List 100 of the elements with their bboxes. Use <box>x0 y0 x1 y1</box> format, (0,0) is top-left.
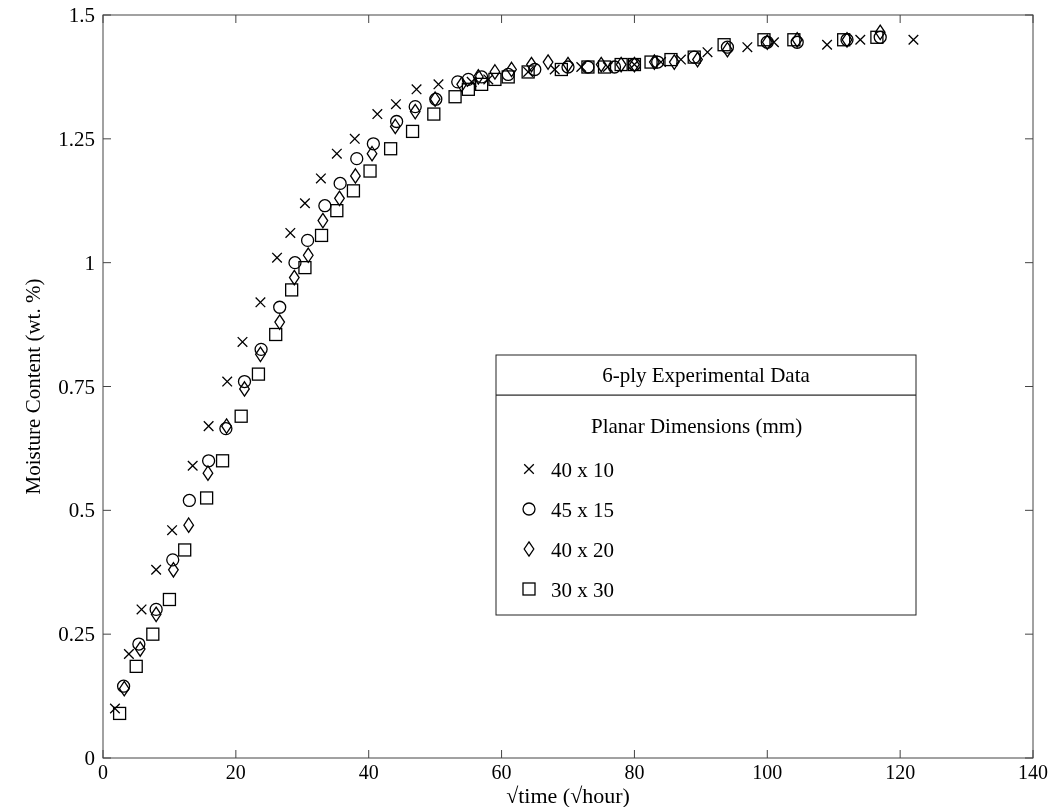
point <box>702 46 713 58</box>
point <box>271 252 283 264</box>
point <box>269 327 283 342</box>
point <box>162 592 177 607</box>
legend-label: 40 x 20 <box>551 538 614 562</box>
y-tick-label: 1.5 <box>68 3 95 27</box>
point <box>315 173 327 184</box>
x-tick-label: 20 <box>225 761 246 783</box>
point <box>472 69 484 85</box>
point <box>383 142 398 156</box>
annotation: Planar Dimensions (mm) <box>591 414 803 438</box>
point <box>302 247 314 264</box>
point <box>116 679 131 693</box>
y-tick-label: 1.25 <box>58 126 95 151</box>
point <box>349 133 361 145</box>
point <box>234 409 248 423</box>
point <box>854 34 866 46</box>
point <box>150 564 162 576</box>
point <box>768 36 780 48</box>
point <box>461 82 476 96</box>
x-tick-label: 40 <box>358 761 379 783</box>
point <box>237 336 248 348</box>
x-tick-label: 80 <box>624 761 645 783</box>
y-tick-label: 0.75 <box>58 374 95 399</box>
point <box>317 212 329 229</box>
point <box>274 314 286 330</box>
point <box>602 61 614 73</box>
point <box>129 659 143 674</box>
point <box>284 227 296 239</box>
point <box>655 56 667 68</box>
point <box>166 553 180 567</box>
y-tick-label: 0.25 <box>58 622 95 647</box>
point <box>821 39 833 51</box>
point <box>562 56 574 73</box>
point <box>405 124 420 139</box>
point <box>331 148 343 160</box>
point <box>132 637 146 651</box>
x-tick-label: 120 <box>885 761 916 783</box>
point <box>254 342 268 356</box>
point <box>187 460 199 472</box>
point <box>597 60 612 74</box>
x-axis-title: √time (√hour) <box>506 783 630 807</box>
point <box>363 164 377 178</box>
y-tick-label: 0.5 <box>68 498 95 523</box>
point <box>215 454 230 468</box>
point <box>644 55 658 69</box>
point <box>203 420 215 432</box>
point <box>109 703 121 714</box>
point <box>489 64 501 80</box>
legend-title: 6-ply Experimental Data <box>602 363 811 387</box>
point <box>675 54 687 66</box>
point <box>720 40 735 54</box>
point <box>466 76 478 88</box>
point <box>389 114 404 129</box>
point <box>314 228 329 243</box>
point <box>112 706 127 721</box>
point <box>408 99 422 114</box>
point <box>482 73 494 85</box>
point <box>136 603 147 615</box>
point <box>542 54 554 70</box>
point <box>182 493 197 508</box>
point <box>299 197 311 209</box>
x-tick-label: 100 <box>752 761 783 783</box>
point <box>150 606 162 623</box>
point <box>167 561 179 578</box>
point <box>554 62 569 77</box>
y-axis-title: Moisture Content (wt. %) <box>21 278 45 495</box>
point <box>741 41 753 53</box>
point <box>390 98 402 110</box>
point <box>366 137 381 151</box>
point <box>199 491 214 505</box>
point <box>907 34 919 46</box>
point <box>183 517 195 534</box>
point <box>456 76 468 93</box>
point <box>285 283 299 297</box>
point <box>433 78 444 90</box>
x-tick-label: 140 <box>1018 761 1048 783</box>
point <box>371 108 383 120</box>
point <box>389 118 401 135</box>
point <box>201 454 216 468</box>
point <box>528 62 542 77</box>
point <box>318 199 332 213</box>
point <box>575 61 587 73</box>
point <box>273 300 287 314</box>
point <box>717 38 731 52</box>
point <box>350 152 364 166</box>
point <box>251 367 266 381</box>
point <box>427 107 441 121</box>
legend-label: 45 x 15 <box>551 498 614 522</box>
point <box>561 60 575 74</box>
y-tick-label: 1 <box>84 250 95 275</box>
point <box>549 64 561 75</box>
point <box>254 346 266 363</box>
point <box>330 204 344 218</box>
point <box>721 41 733 58</box>
point <box>221 376 233 387</box>
point <box>300 233 315 248</box>
point <box>648 54 660 70</box>
point <box>664 52 678 67</box>
point <box>298 260 312 275</box>
